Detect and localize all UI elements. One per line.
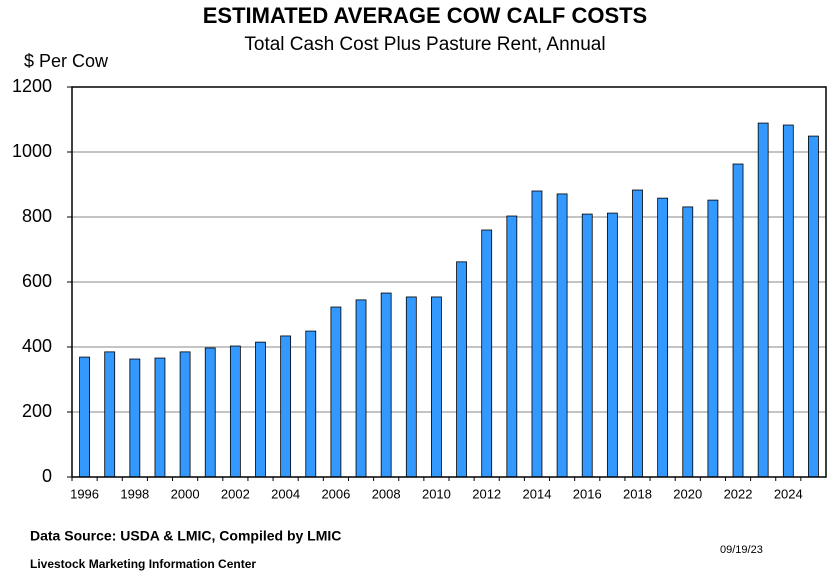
x-tick-label: 1998 — [120, 486, 149, 501]
bar — [657, 197, 669, 478]
bar — [154, 357, 166, 478]
bar — [556, 193, 568, 478]
bar — [481, 229, 493, 478]
x-tick-label: 2012 — [472, 486, 501, 501]
bar — [204, 347, 216, 478]
x-tick-label: 2018 — [623, 486, 652, 501]
bar — [732, 163, 744, 478]
y-tick-label: 800 — [22, 206, 52, 226]
bar — [79, 356, 90, 478]
x-tick-label: 2022 — [724, 486, 753, 501]
bar — [808, 135, 819, 478]
x-tick-label: 2008 — [372, 486, 401, 501]
bar — [757, 122, 769, 478]
x-tick-label: 1996 — [70, 486, 99, 501]
x-tick-label: 2000 — [171, 486, 200, 501]
y-tick-label: 600 — [22, 271, 52, 291]
y-tick-label: 400 — [22, 336, 52, 356]
bar — [682, 206, 694, 478]
bar — [581, 213, 593, 478]
bar — [431, 296, 442, 478]
bar — [707, 199, 719, 478]
source-note: Data Source: USDA & LMIC, Compiled by LM… — [30, 528, 341, 544]
y-tick-label: 0 — [42, 466, 52, 486]
bar — [255, 341, 266, 478]
footer: Livestock Marketing Information Center — [30, 557, 256, 571]
bar — [506, 215, 518, 478]
bar — [104, 351, 116, 478]
bar — [405, 296, 417, 478]
x-tick-label: 2010 — [422, 486, 451, 501]
bar — [355, 299, 367, 478]
y-axis-label: $ Per Cow — [24, 51, 109, 71]
plot-frame — [71, 86, 827, 478]
date: 09/19/23 — [720, 544, 763, 556]
chart-title: ESTIMATED AVERAGE COW CALF COSTS — [203, 3, 647, 28]
bar — [229, 345, 241, 478]
bar — [380, 292, 392, 478]
bar — [606, 212, 618, 478]
bar — [456, 261, 467, 478]
bar — [280, 335, 292, 478]
chart-subtitle: Total Cash Cost Plus Pasture Rent, Annua… — [244, 34, 605, 55]
bar — [129, 358, 141, 478]
y-tick-label: 1000 — [12, 141, 52, 161]
x-tick-label: 2020 — [673, 486, 702, 501]
bar — [305, 330, 317, 478]
x-tick-label: 2006 — [321, 486, 350, 501]
bar — [632, 189, 643, 478]
x-tick-label: 2024 — [774, 486, 803, 501]
bar — [179, 351, 191, 478]
y-tick-label: 1200 — [12, 76, 52, 96]
x-tick-label: 2016 — [573, 486, 602, 501]
x-tick-label: 2014 — [523, 486, 552, 501]
bar — [531, 190, 543, 478]
x-tick-label: 2002 — [221, 486, 250, 501]
bar — [782, 124, 794, 478]
y-tick-label: 200 — [22, 401, 52, 421]
bar — [330, 306, 342, 478]
x-tick-label: 2004 — [271, 486, 300, 501]
